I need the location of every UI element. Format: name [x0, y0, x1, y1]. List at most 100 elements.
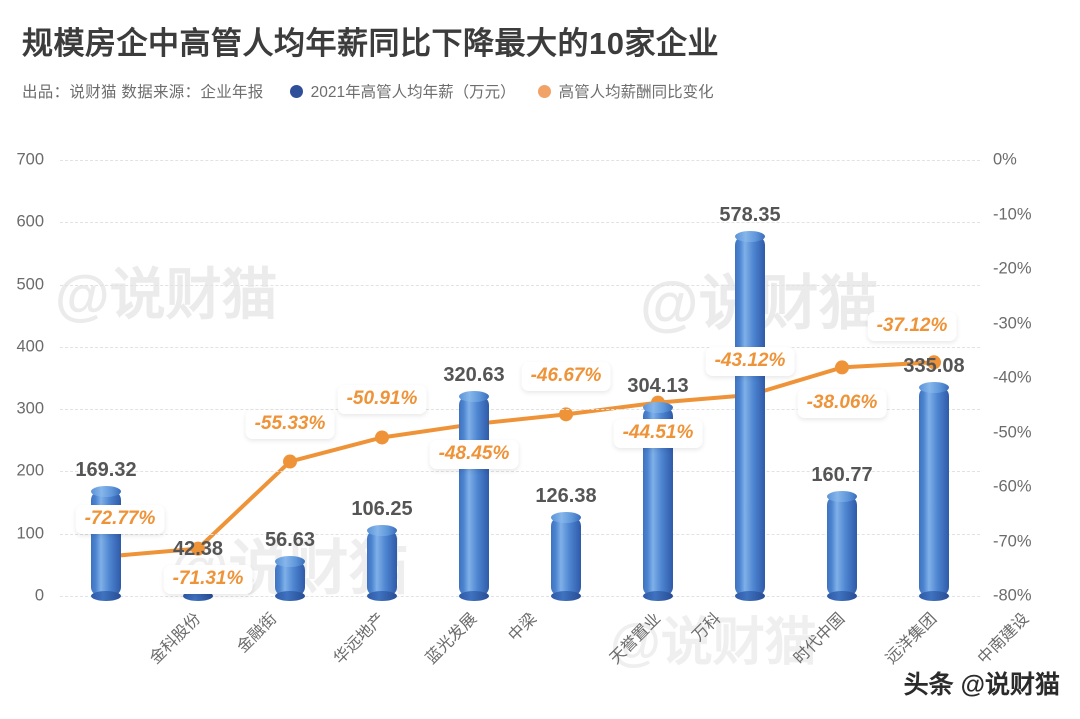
- bar-base: [275, 591, 305, 601]
- line-marker-中南建设[interactable]: [927, 355, 941, 370]
- bar-value-label: 56.63: [264, 528, 316, 551]
- x-tick-天誉置业: 天誉置业: [606, 610, 665, 668]
- navy-dot-icon: [289, 84, 303, 98]
- line-path: [104, 360, 936, 559]
- bar-base: [827, 591, 857, 601]
- y-tick-right: -60%: [993, 477, 1032, 496]
- bar-base: [643, 591, 673, 601]
- legend-item-salary: 2021年高管人均年薪（万元）: [289, 80, 516, 102]
- y-tick-right: -10%: [993, 205, 1032, 223]
- pct-change-label: -50.91%: [337, 385, 427, 415]
- y-tick-left: 0: [34, 586, 44, 605]
- bar-cap: [919, 382, 949, 394]
- bar-value-label: 320.63: [443, 364, 505, 387]
- pct-change-label: -48.45%: [429, 440, 519, 470]
- y-tick-left: 600: [16, 212, 44, 231]
- y-tick-left: 200: [16, 461, 44, 480]
- gridline: [60, 284, 980, 286]
- x-tick-金科股份: 金科股份: [146, 610, 205, 668]
- line-marker-华远地产[interactable]: [283, 454, 297, 469]
- bar-cap: [551, 512, 581, 524]
- y-tick-right: -50%: [993, 423, 1032, 441]
- bar-cap: [735, 230, 765, 242]
- x-tick-中南建设: 中南建设: [974, 610, 1033, 668]
- bar-cap: [827, 490, 857, 502]
- page-title: 规模房企中高管人均年薪同比下降最大的10家企业: [22, 26, 719, 61]
- line-marker-远洋集团[interactable]: [835, 360, 849, 375]
- y-tick-right: -20%: [993, 259, 1032, 278]
- bar-cap: [367, 524, 397, 536]
- y-tick-right: -40%: [993, 368, 1032, 387]
- gridline: [60, 346, 980, 348]
- y-tick-left: 400: [16, 337, 44, 356]
- bar-中梁[interactable]: [459, 391, 489, 601]
- pct-change-label: -44.51%: [613, 418, 703, 448]
- bar-value-label: 106.25: [351, 497, 413, 520]
- bar-base: [91, 591, 121, 601]
- source-text: 出品：说财猫 数据来源：企业年报: [22, 84, 264, 101]
- bar-value-label: 126.38: [535, 485, 597, 508]
- bar-value-label: 578.35: [719, 203, 781, 226]
- bar-时代中国[interactable]: [735, 230, 765, 601]
- bar-value-label: 304.13: [627, 374, 689, 397]
- y-tick-left: 100: [16, 524, 44, 543]
- y-tick-right: -30%: [993, 314, 1032, 332]
- subtitle-legend-bar: 出品：说财猫 数据来源：企业年报 2021年高管人均年薪（万元） 高管人均薪酬同…: [22, 80, 736, 102]
- gridline: [60, 533, 980, 535]
- x-tick-华远地产: 华远地产: [330, 610, 389, 668]
- pct-change-label: -46.67%: [521, 362, 611, 392]
- bar-base: [551, 591, 581, 601]
- bar-base: [735, 591, 765, 601]
- x-tick-蓝光发展: 蓝光发展: [422, 610, 481, 668]
- x-tick-中梁: 中梁: [505, 610, 541, 645]
- gridline: [60, 222, 980, 224]
- y-axis-right: 0% -10% -20% -30% -40% -50% -60% -70% -80%: [985, 151, 1065, 605]
- line-marker-天誉置业[interactable]: [559, 407, 573, 422]
- gridline: [60, 409, 980, 411]
- y-axis-left: 0 100 200 300 400 500 600 700: [0, 151, 52, 605]
- orange-dot-icon: [537, 84, 551, 98]
- bar-cap: [275, 555, 305, 567]
- y-tick-left: 700: [16, 150, 44, 169]
- y-tick-right: 0%: [993, 150, 1017, 169]
- line-marker-金融街[interactable]: [191, 541, 205, 556]
- bar-value-label: 169.32: [75, 458, 137, 481]
- pct-change-label: -55.33%: [245, 409, 335, 439]
- bar-base: [459, 591, 489, 601]
- y-tick-right: -70%: [993, 532, 1032, 550]
- gridline: [60, 596, 980, 597]
- y-tick-left: 300: [16, 399, 44, 418]
- bar-远洋集团[interactable]: [827, 490, 857, 601]
- bar-天誉置业[interactable]: [551, 512, 581, 601]
- chart-plot-area: 169.32 42.38 56.63 106.25 320.63 126.38 304.13…: [60, 160, 980, 601]
- bar-base: [367, 591, 397, 601]
- x-tick-时代中国: 时代中国: [790, 610, 849, 668]
- legend-label-change: 高管人均薪酬同比变化: [558, 84, 714, 101]
- line-marker-蓝光发展[interactable]: [375, 430, 389, 445]
- bar-cap: [459, 391, 489, 403]
- x-tick-万科: 万科: [689, 610, 725, 645]
- bar-华远地产[interactable]: [275, 555, 305, 601]
- bar-cap: [643, 401, 673, 413]
- bar-base: [183, 591, 213, 601]
- credit-text: 头条 @说财猫: [903, 671, 1060, 699]
- legend-label-salary: 2021年高管人均年薪（万元）: [310, 84, 516, 101]
- bar-中南建设[interactable]: [919, 382, 949, 601]
- bar-蓝光发展[interactable]: [367, 524, 397, 601]
- pct-change-label: -37.12%: [867, 312, 957, 342]
- pct-change-label: -72.77%: [75, 504, 165, 534]
- bar-value-label: 42.38: [172, 537, 224, 560]
- bar-value-label: 160.77: [811, 463, 873, 486]
- y-tick-left: 500: [16, 275, 44, 294]
- x-tick-金融街: 金融街: [234, 610, 281, 657]
- gridline: [60, 471, 980, 473]
- legend-item-change: 高管人均薪酬同比变化: [537, 80, 714, 102]
- pct-change-label: -43.12%: [705, 347, 795, 376]
- gridline: [60, 160, 980, 161]
- y-tick-right: -80%: [993, 586, 1032, 605]
- pct-change-label: -71.31%: [163, 564, 253, 594]
- bar-value-label: 335.08: [903, 355, 965, 378]
- bar-base: [919, 591, 949, 601]
- pct-change-label: -38.06%: [797, 389, 887, 419]
- x-tick-远洋集团: 远洋集团: [882, 610, 941, 668]
